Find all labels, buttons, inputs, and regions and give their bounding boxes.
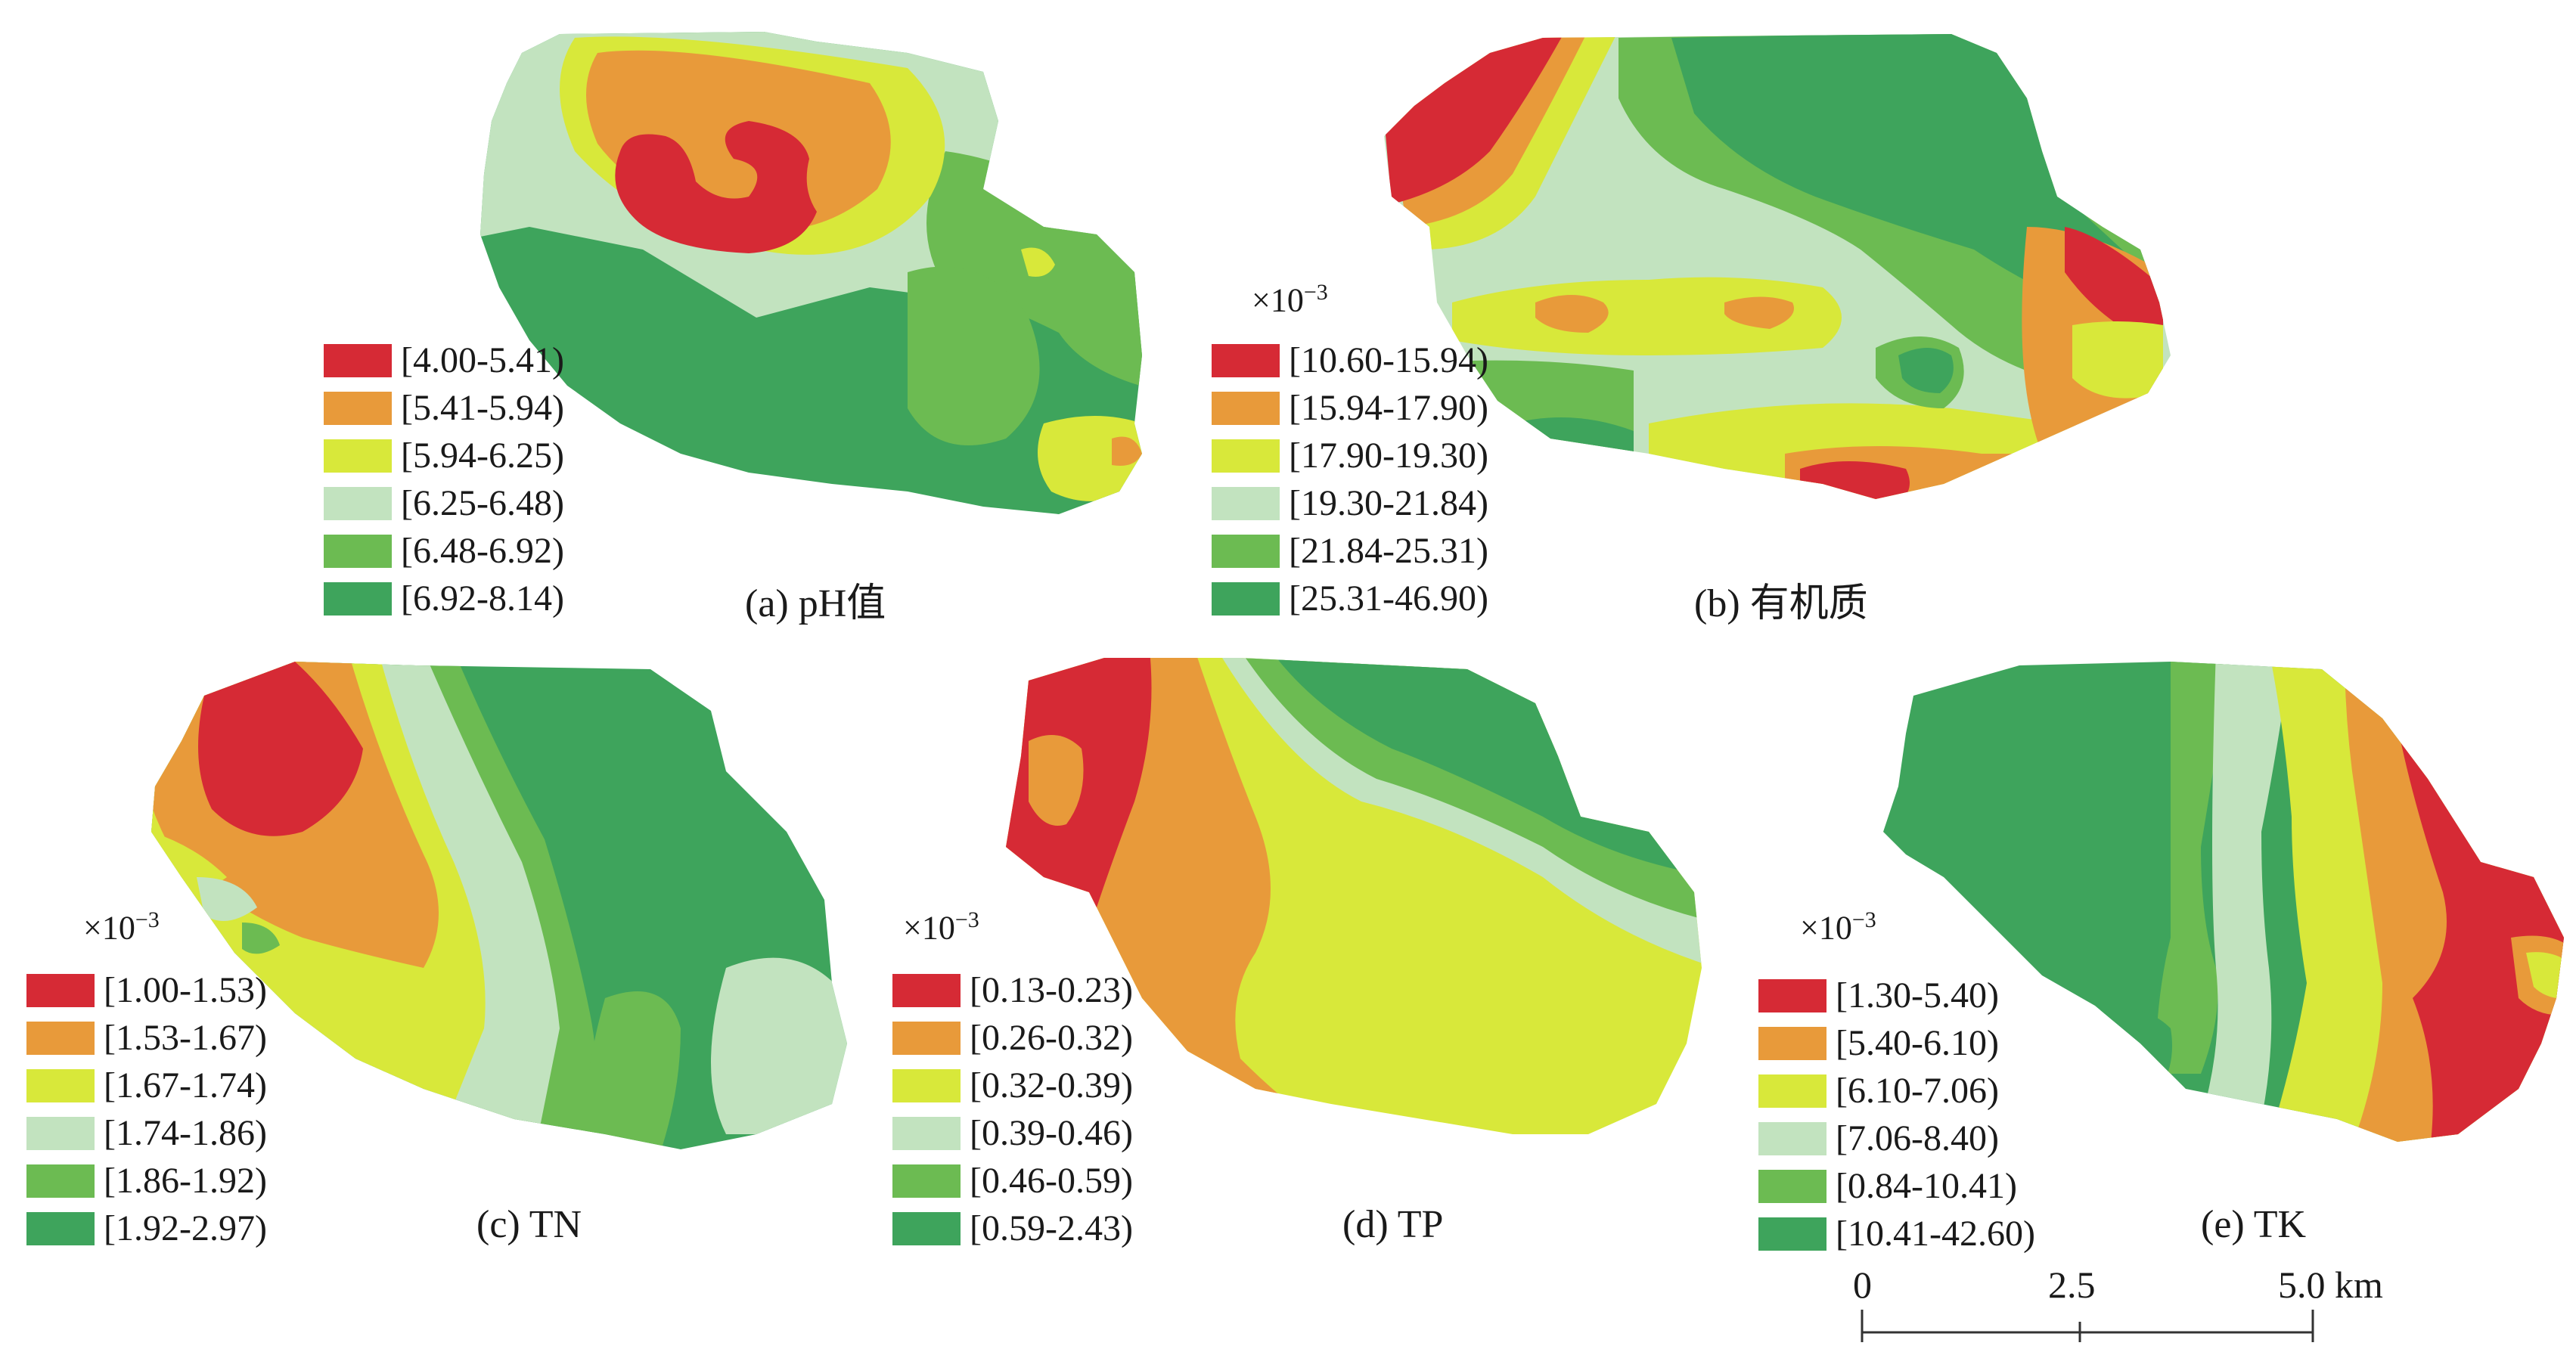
map-organic-matter <box>1384 34 2171 499</box>
legend-label: [0.46-0.59) <box>970 1161 1133 1201</box>
legend-swatch <box>1758 1027 1826 1060</box>
legend-swatch <box>1758 1170 1826 1203</box>
legend-swatch <box>26 1164 95 1198</box>
legend-label: [5.41-5.94) <box>401 388 564 428</box>
caption-organic-matter: (b) 有机质 <box>1694 582 1868 625</box>
legend-label: [0.26-0.32) <box>970 1018 1133 1058</box>
legend-label: [15.94-17.90) <box>1289 388 1488 428</box>
panel-tp: ×10−3 [0.13-0.23) [0.26-0.32) [0.32-0.39… <box>862 650 1717 1352</box>
unit-exponent: −3 <box>1303 280 1328 305</box>
legend-swatch <box>324 582 392 616</box>
legend-label: [10.60-15.94) <box>1289 340 1488 380</box>
legend-swatch <box>892 1117 961 1150</box>
legend-label: [21.84-25.31) <box>1289 531 1488 571</box>
legend-swatch <box>26 1212 95 1245</box>
legend-swatch <box>1758 979 1826 1012</box>
legend-swatch <box>1212 392 1280 425</box>
legend-label: [1.67-1.74) <box>104 1065 267 1105</box>
caption-tn: (c) TN <box>476 1203 582 1246</box>
legend-swatch <box>26 1069 95 1102</box>
legend-label: [25.31-46.90) <box>1289 578 1488 619</box>
unit-exponent: −3 <box>1851 907 1876 932</box>
unit-label: ×10−3 <box>1252 280 1328 320</box>
legend-swatch <box>1212 582 1280 616</box>
legend-label: [6.25-6.48) <box>401 483 564 523</box>
legend-swatch <box>1212 439 1280 473</box>
scale-label-0: 0 <box>1853 1264 1872 1306</box>
caption-tk: (e) TK <box>2201 1203 2307 1246</box>
panel-organic-matter: ×10−3 [10.60-15.94) [15.94-17.90) [17.90… <box>1195 0 2576 650</box>
unit-label: ×10−3 <box>83 907 160 947</box>
legend-swatch <box>26 1117 95 1150</box>
legend-label: [0.84-10.41) <box>1836 1166 2017 1206</box>
legend-label: [1.00-1.53) <box>104 970 267 1010</box>
legend-label: [0.59-2.43) <box>970 1208 1133 1248</box>
legend-swatch <box>1758 1217 1826 1251</box>
legend-swatch <box>324 439 392 473</box>
legend-label: [7.06-8.40) <box>1836 1118 1999 1158</box>
map-tp <box>1006 658 1702 1134</box>
legend-swatch <box>892 1022 961 1055</box>
panel-ph: [4.00-5.41) [5.41-5.94) [5.94-6.25) [6.2… <box>0 0 1286 650</box>
legend-swatch <box>324 392 392 425</box>
panel-tk: ×10−3 [1.30-5.40) [5.40-6.10) [6.10-7.06… <box>1717 650 2576 1352</box>
legend-label: [0.13-0.23) <box>970 970 1133 1010</box>
legend-label: [1.74-1.86) <box>104 1113 267 1153</box>
legend-label: [6.10-7.06) <box>1836 1071 1999 1111</box>
legend-label: [5.94-6.25) <box>401 436 564 476</box>
legend-label: [0.32-0.39) <box>970 1065 1133 1105</box>
scale-label-2-5: 2.5 <box>2048 1264 2096 1306</box>
unit-base: ×10 <box>83 909 135 947</box>
legend-label: [1.30-5.40) <box>1836 975 1999 1016</box>
legend-swatch <box>26 1022 95 1055</box>
unit-base: ×10 <box>903 909 955 947</box>
legend-swatch <box>1212 487 1280 520</box>
unit-label: ×10−3 <box>903 907 979 947</box>
unit-base: ×10 <box>1800 909 1852 947</box>
unit-exponent: −3 <box>135 907 160 932</box>
legend-label: [5.40-6.10) <box>1836 1023 1999 1063</box>
legend-label: [0.39-0.46) <box>970 1113 1133 1153</box>
legend-swatch <box>324 535 392 568</box>
legend-swatch <box>1758 1074 1826 1108</box>
legend-label: [17.90-19.30) <box>1289 436 1488 476</box>
map-tk <box>1883 662 2564 1142</box>
legend-label: [1.86-1.92) <box>104 1161 267 1201</box>
legend-swatch <box>892 974 961 1007</box>
legend-label: [6.48-6.92) <box>401 531 564 571</box>
caption-ph: (a) pH值 <box>745 582 886 625</box>
map-tn <box>151 662 847 1149</box>
legend-swatch <box>892 1212 961 1245</box>
legend-label: [19.30-21.84) <box>1289 483 1488 523</box>
legend-label: [4.00-5.41) <box>401 340 564 380</box>
unit-base: ×10 <box>1252 281 1304 319</box>
scale-label-5-km: 5.0 km <box>2278 1264 2383 1306</box>
legend-swatch <box>892 1069 961 1102</box>
legend-label: [1.53-1.67) <box>104 1018 267 1058</box>
unit-label: ×10−3 <box>1800 907 1876 947</box>
legend-label: [6.92-8.14) <box>401 578 564 619</box>
legend-label: [10.41-42.60) <box>1836 1214 2035 1254</box>
map-ph <box>480 32 1142 514</box>
legend-swatch <box>324 344 392 377</box>
legend-swatch <box>892 1164 961 1198</box>
legend-swatch <box>26 974 95 1007</box>
panel-tn: ×10−3 [1.00-1.53) [1.53-1.67) [1.67-1.74… <box>0 650 862 1352</box>
legend-swatch <box>1212 344 1280 377</box>
legend-swatch <box>324 487 392 520</box>
scale-bar-line <box>1861 1310 2314 1342</box>
legend-swatch <box>1758 1122 1826 1155</box>
scale-bar: 0 2.5 5.0 km <box>1808 1263 2383 1346</box>
legend-label: [1.92-2.97) <box>104 1208 267 1248</box>
unit-exponent: −3 <box>954 907 979 932</box>
legend-swatch <box>1212 535 1280 568</box>
caption-tp: (d) TP <box>1342 1203 1444 1246</box>
